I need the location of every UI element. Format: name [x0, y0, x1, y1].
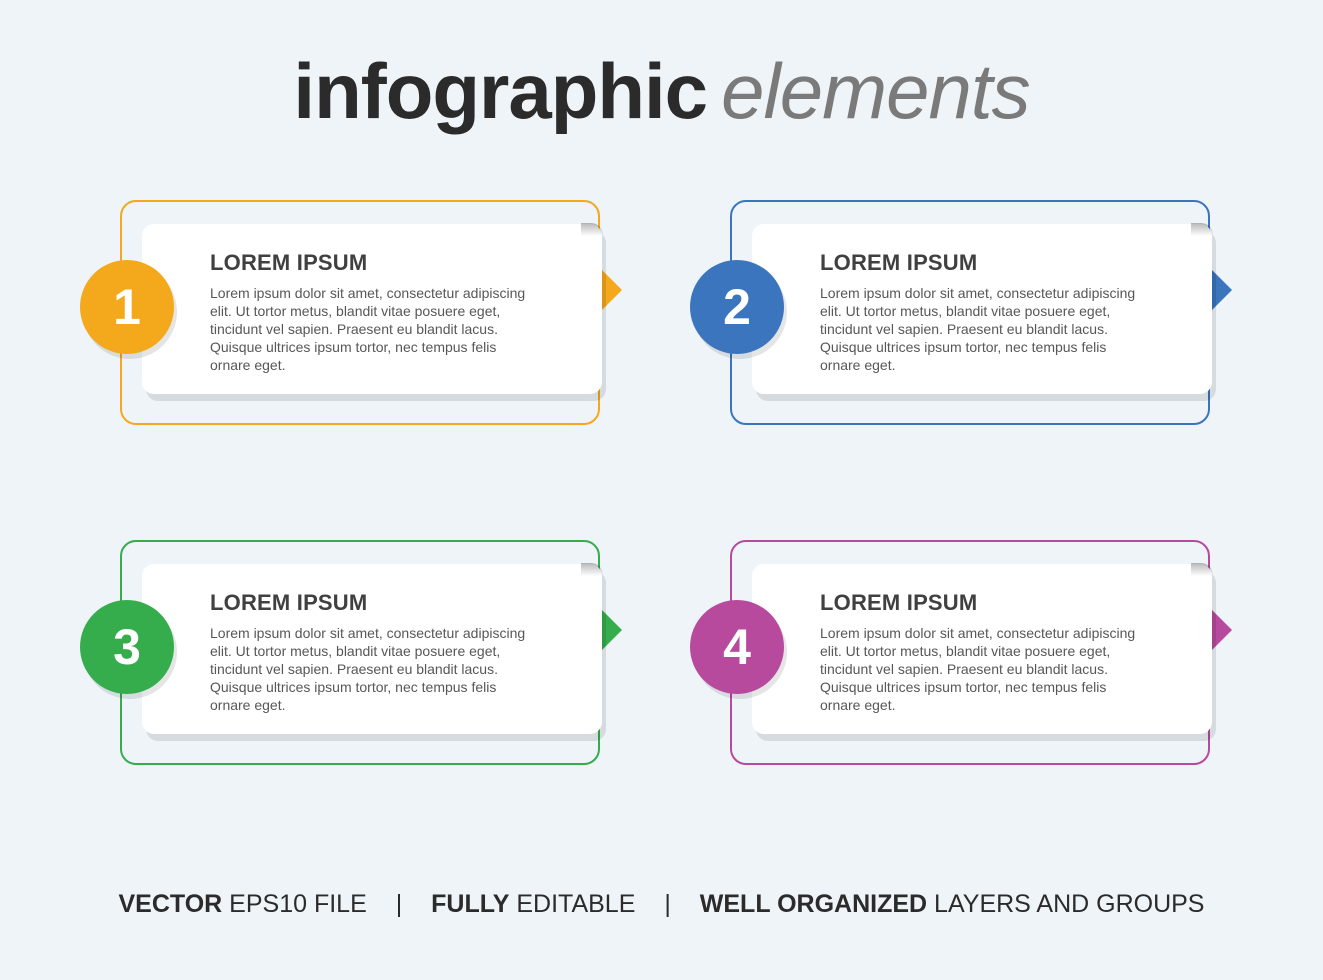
card-1: 1 LOREM IPSUM Lorem ipsum dolor sit amet… — [80, 200, 630, 430]
footer-sep-2: | — [664, 890, 671, 918]
card-3: 3 LOREM IPSUM Lorem ipsum dolor sit amet… — [80, 540, 630, 770]
card-3-body: Lorem ipsum dolor sit amet, consectetur … — [210, 624, 540, 714]
page-title: infographicelements — [0, 46, 1323, 137]
card-4: 4 LOREM IPSUM Lorem ipsum dolor sit amet… — [690, 540, 1240, 770]
footer-seg-2-strong: FULLY — [431, 890, 509, 918]
footer-seg-2-rest: EDITABLE — [509, 890, 635, 918]
card-4-heading: LOREM IPSUM — [820, 590, 1150, 616]
card-3-number-badge: 3 — [80, 600, 174, 694]
footer-seg-2: FULLY EDITABLE — [431, 890, 642, 918]
card-2: 2 LOREM IPSUM Lorem ipsum dolor sit amet… — [690, 200, 1240, 430]
infographic-canvas: infographicelements 1 LOREM IPSUM Lorem … — [0, 0, 1323, 980]
card-1-body: Lorem ipsum dolor sit amet, consectetur … — [210, 284, 540, 374]
footer-seg-3-rest: LAYERS AND GROUPS — [927, 890, 1204, 918]
card-4-content: LOREM IPSUM Lorem ipsum dolor sit amet, … — [820, 590, 1150, 714]
footer-seg-3-strong: WELL ORGANIZED — [700, 890, 927, 918]
card-3-content: LOREM IPSUM Lorem ipsum dolor sit amet, … — [210, 590, 540, 714]
card-4-number: 4 — [723, 618, 751, 676]
footer: VECTOR EPS10 FILE | FULLY EDITABLE | WEL… — [0, 890, 1323, 919]
cards-grid: 1 LOREM IPSUM Lorem ipsum dolor sit amet… — [80, 200, 1240, 770]
card-1-number-badge: 1 — [80, 260, 174, 354]
card-4-body: Lorem ipsum dolor sit amet, consectetur … — [820, 624, 1150, 714]
card-1-number: 1 — [113, 278, 141, 336]
card-2-content: LOREM IPSUM Lorem ipsum dolor sit amet, … — [820, 250, 1150, 374]
footer-seg-1-strong: VECTOR — [118, 890, 222, 918]
card-1-content: LOREM IPSUM Lorem ipsum dolor sit amet, … — [210, 250, 540, 374]
card-2-body: Lorem ipsum dolor sit amet, consectetur … — [820, 284, 1150, 374]
footer-seg-1-rest: EPS10 FILE — [222, 890, 367, 918]
card-3-heading: LOREM IPSUM — [210, 590, 540, 616]
footer-seg-3: WELL ORGANIZED LAYERS AND GROUPS — [700, 890, 1205, 918]
title-italic: elements — [721, 47, 1030, 135]
card-1-heading: LOREM IPSUM — [210, 250, 540, 276]
card-2-number-badge: 2 — [690, 260, 784, 354]
card-3-number: 3 — [113, 618, 141, 676]
title-bold: infographic — [293, 47, 707, 135]
card-2-heading: LOREM IPSUM — [820, 250, 1150, 276]
footer-sep-1: | — [396, 890, 403, 918]
footer-seg-1: VECTOR EPS10 FILE — [118, 890, 373, 918]
card-2-number: 2 — [723, 278, 751, 336]
card-4-number-badge: 4 — [690, 600, 784, 694]
